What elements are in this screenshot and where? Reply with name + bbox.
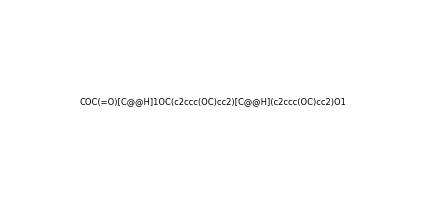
Text: COC(=O)[C@@H]1OC(c2ccc(OC)cc2)[C@@H](c2ccc(OC)cc2)O1: COC(=O)[C@@H]1OC(c2ccc(OC)cc2)[C@@H](c2c… — [80, 98, 346, 106]
